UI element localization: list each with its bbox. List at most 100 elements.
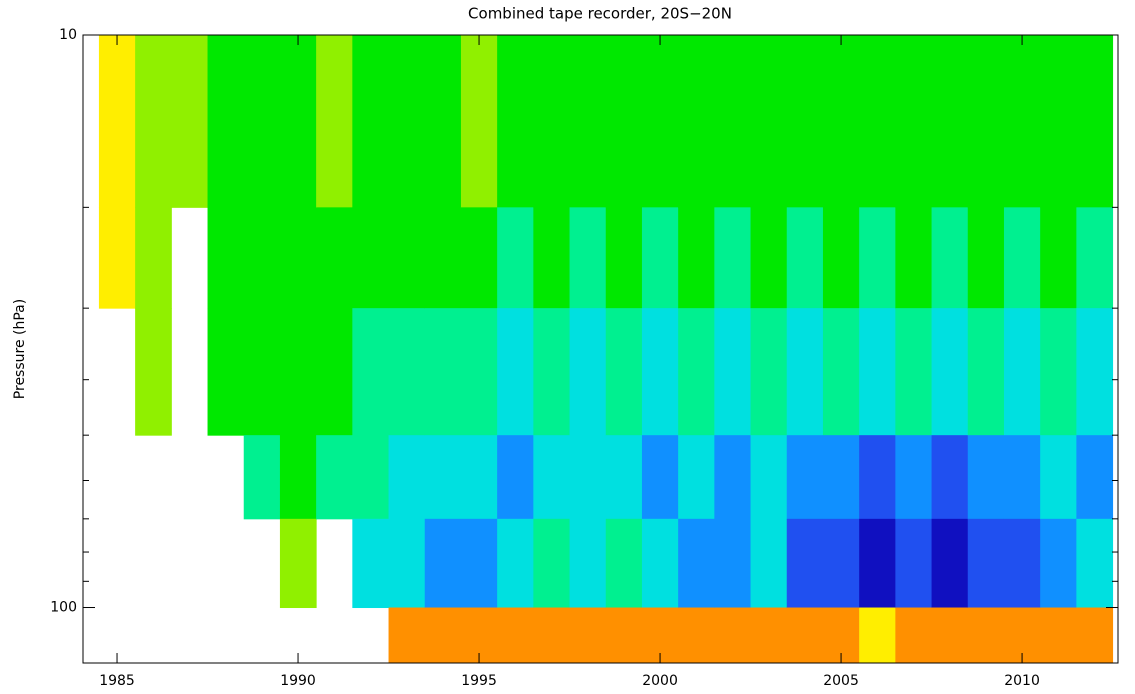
- contour-cell: [1040, 308, 1077, 436]
- contour-cell: [931, 308, 969, 436]
- contour-cell: [1040, 607, 1077, 664]
- contour-cell: [1076, 308, 1114, 436]
- x-tick-label: 2010: [1004, 673, 1040, 689]
- contour-cell: [931, 607, 969, 664]
- contour-cell: [678, 35, 715, 208]
- contour-cell: [967, 435, 1005, 520]
- contour-cell: [786, 435, 824, 520]
- contour-cell: [569, 207, 607, 309]
- contour-cell: [786, 35, 824, 208]
- contour-cell: [1040, 518, 1077, 609]
- contour-cell: [678, 518, 715, 609]
- contour-cell: [1003, 518, 1041, 609]
- contour-cell: [533, 518, 571, 609]
- contour-cell: [98, 207, 136, 309]
- contour-cell: [895, 35, 933, 208]
- contour-cell: [388, 607, 426, 664]
- contour-cell: [714, 435, 752, 520]
- contour-cell: [605, 35, 643, 208]
- contour-cell: [678, 308, 715, 436]
- contour-cell: [424, 35, 462, 208]
- contour-cell: [533, 435, 571, 520]
- contour-cell: [424, 308, 462, 436]
- contour-cell: [1003, 435, 1041, 520]
- contour-cell: [279, 435, 317, 520]
- contour-cell: [1003, 35, 1041, 208]
- chart-title: Combined tape recorder, 20S−20N: [468, 5, 732, 23]
- contour-cell: [497, 607, 534, 664]
- contour-cell: [1040, 435, 1077, 520]
- contour-cell: [786, 308, 824, 436]
- contour-cell: [750, 308, 788, 436]
- contour-cell: [460, 207, 498, 309]
- contour-cell: [641, 518, 679, 609]
- contour-cell: [497, 435, 534, 520]
- contour-cell: [605, 435, 643, 520]
- contour-cell: [859, 207, 896, 309]
- contour-cell: [135, 308, 172, 436]
- contour-cell: [967, 518, 1005, 609]
- contour-cell: [714, 308, 752, 436]
- contour-cell: [243, 435, 281, 520]
- contour-cell: [714, 607, 752, 664]
- x-tick-label: 1990: [280, 673, 316, 689]
- contour-cell: [931, 35, 969, 208]
- contour-cell: [497, 308, 534, 436]
- contour-cell: [352, 308, 390, 436]
- y-tick-label: 100: [50, 600, 77, 616]
- contour-cell: [135, 207, 172, 309]
- contour-cell: [678, 207, 715, 309]
- contour-cell: [316, 207, 353, 309]
- contour-cell: [460, 308, 498, 436]
- contour-cell: [822, 308, 860, 436]
- contour-cell: [859, 607, 896, 664]
- contour-cell: [931, 518, 969, 609]
- contour-cell: [279, 207, 317, 309]
- contour-cell: [678, 607, 715, 664]
- contour-cell: [207, 308, 245, 436]
- contour-cell: [279, 308, 317, 436]
- contour-cell: [171, 35, 209, 208]
- contour-cell: [605, 308, 643, 436]
- contour-cell: [1003, 308, 1041, 436]
- contour-cell: [388, 518, 426, 609]
- contour-cell: [822, 518, 860, 609]
- contour-cell: [424, 207, 462, 309]
- contour-cell: [786, 207, 824, 309]
- contour-cell: [424, 435, 462, 520]
- contour-cell: [533, 35, 571, 208]
- contour-cell: [859, 518, 896, 609]
- contour-cell: [1076, 518, 1114, 609]
- x-tick-label: 1985: [99, 673, 135, 689]
- contour-cell: [641, 308, 679, 436]
- contour-cell: [424, 518, 462, 609]
- contour-cell: [967, 207, 1005, 309]
- contour-cell: [98, 35, 136, 208]
- field: [98, 35, 1114, 664]
- contour-cell: [388, 308, 426, 436]
- contour-cell: [533, 607, 571, 664]
- contour-cell: [859, 308, 896, 436]
- x-tick-label: 1995: [461, 673, 497, 689]
- contour-cell: [388, 207, 426, 309]
- contour-cell: [497, 207, 534, 309]
- contour-cell: [895, 518, 933, 609]
- y-axis-label: Pressure (hPa): [12, 299, 28, 399]
- contour-cell: [1040, 35, 1077, 208]
- contour-cell: [750, 607, 788, 664]
- contour-cell: [316, 35, 353, 208]
- contour-cell: [569, 35, 607, 208]
- contour-cell: [388, 435, 426, 520]
- contour-cell: [895, 207, 933, 309]
- contour-cell: [207, 35, 245, 208]
- contour-cell: [750, 207, 788, 309]
- contour-cell: [316, 308, 353, 436]
- contour-cell: [279, 518, 317, 609]
- contour-cell: [786, 607, 824, 664]
- contour-cell: [750, 35, 788, 208]
- contour-cell: [641, 207, 679, 309]
- contour-cell: [1076, 607, 1114, 664]
- contour-cell: [1076, 35, 1114, 208]
- contour-cell: [822, 435, 860, 520]
- contour-cell: [967, 607, 1005, 664]
